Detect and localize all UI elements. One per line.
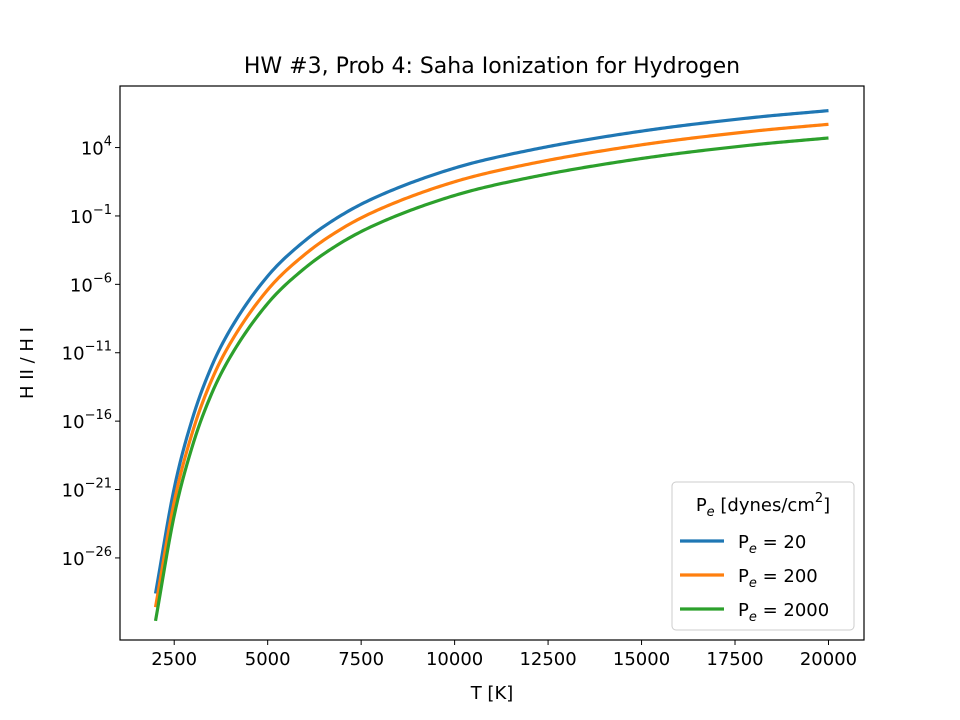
y-tick-label: 10−16 <box>62 408 112 433</box>
series-line-pe-20 <box>153 109 829 594</box>
y-tick-label: 10−1 <box>70 203 112 228</box>
plot-area-frame <box>119 85 865 641</box>
legend-label-pe-200: Pe = 200 <box>738 566 818 591</box>
y-tick-label: 10−6 <box>70 271 112 296</box>
chart-title: HW #3, Prob 4: Saha Ionization for Hydro… <box>244 54 740 79</box>
x-tick-label: 20000 <box>800 649 857 670</box>
series-line-pe-2000 <box>153 136 829 622</box>
series-line-pe-200 <box>153 122 829 608</box>
legend-label-pe-20: Pe = 20 <box>738 532 806 557</box>
x-tick-label: 5000 <box>245 649 291 670</box>
y-tick-label: 10−21 <box>62 477 112 502</box>
y-tick-label: 10−11 <box>62 340 112 365</box>
legend-box <box>671 481 855 631</box>
legend-title: Pe [dynes/cm2] <box>696 491 830 520</box>
legend: Pe [dynes/cm2] Pe = 20 Pe = 200 Pe = 2000 <box>671 481 855 631</box>
x-tick-label: 10000 <box>426 649 483 670</box>
x-tick-label: 15000 <box>613 649 670 670</box>
x-tick-label: 2500 <box>151 649 197 670</box>
x-tick-label: 17500 <box>706 649 763 670</box>
y-tick-label: 104 <box>81 135 112 160</box>
y-axis-title: H II / H I <box>17 327 38 399</box>
x-tick-label: 12500 <box>519 649 576 670</box>
x-tick-label: 7500 <box>338 649 384 670</box>
y-tick-label: 10−26 <box>62 545 112 570</box>
legend-label-pe-2000: Pe = 2000 <box>738 600 829 625</box>
x-axis-title: T [K] <box>470 683 514 704</box>
